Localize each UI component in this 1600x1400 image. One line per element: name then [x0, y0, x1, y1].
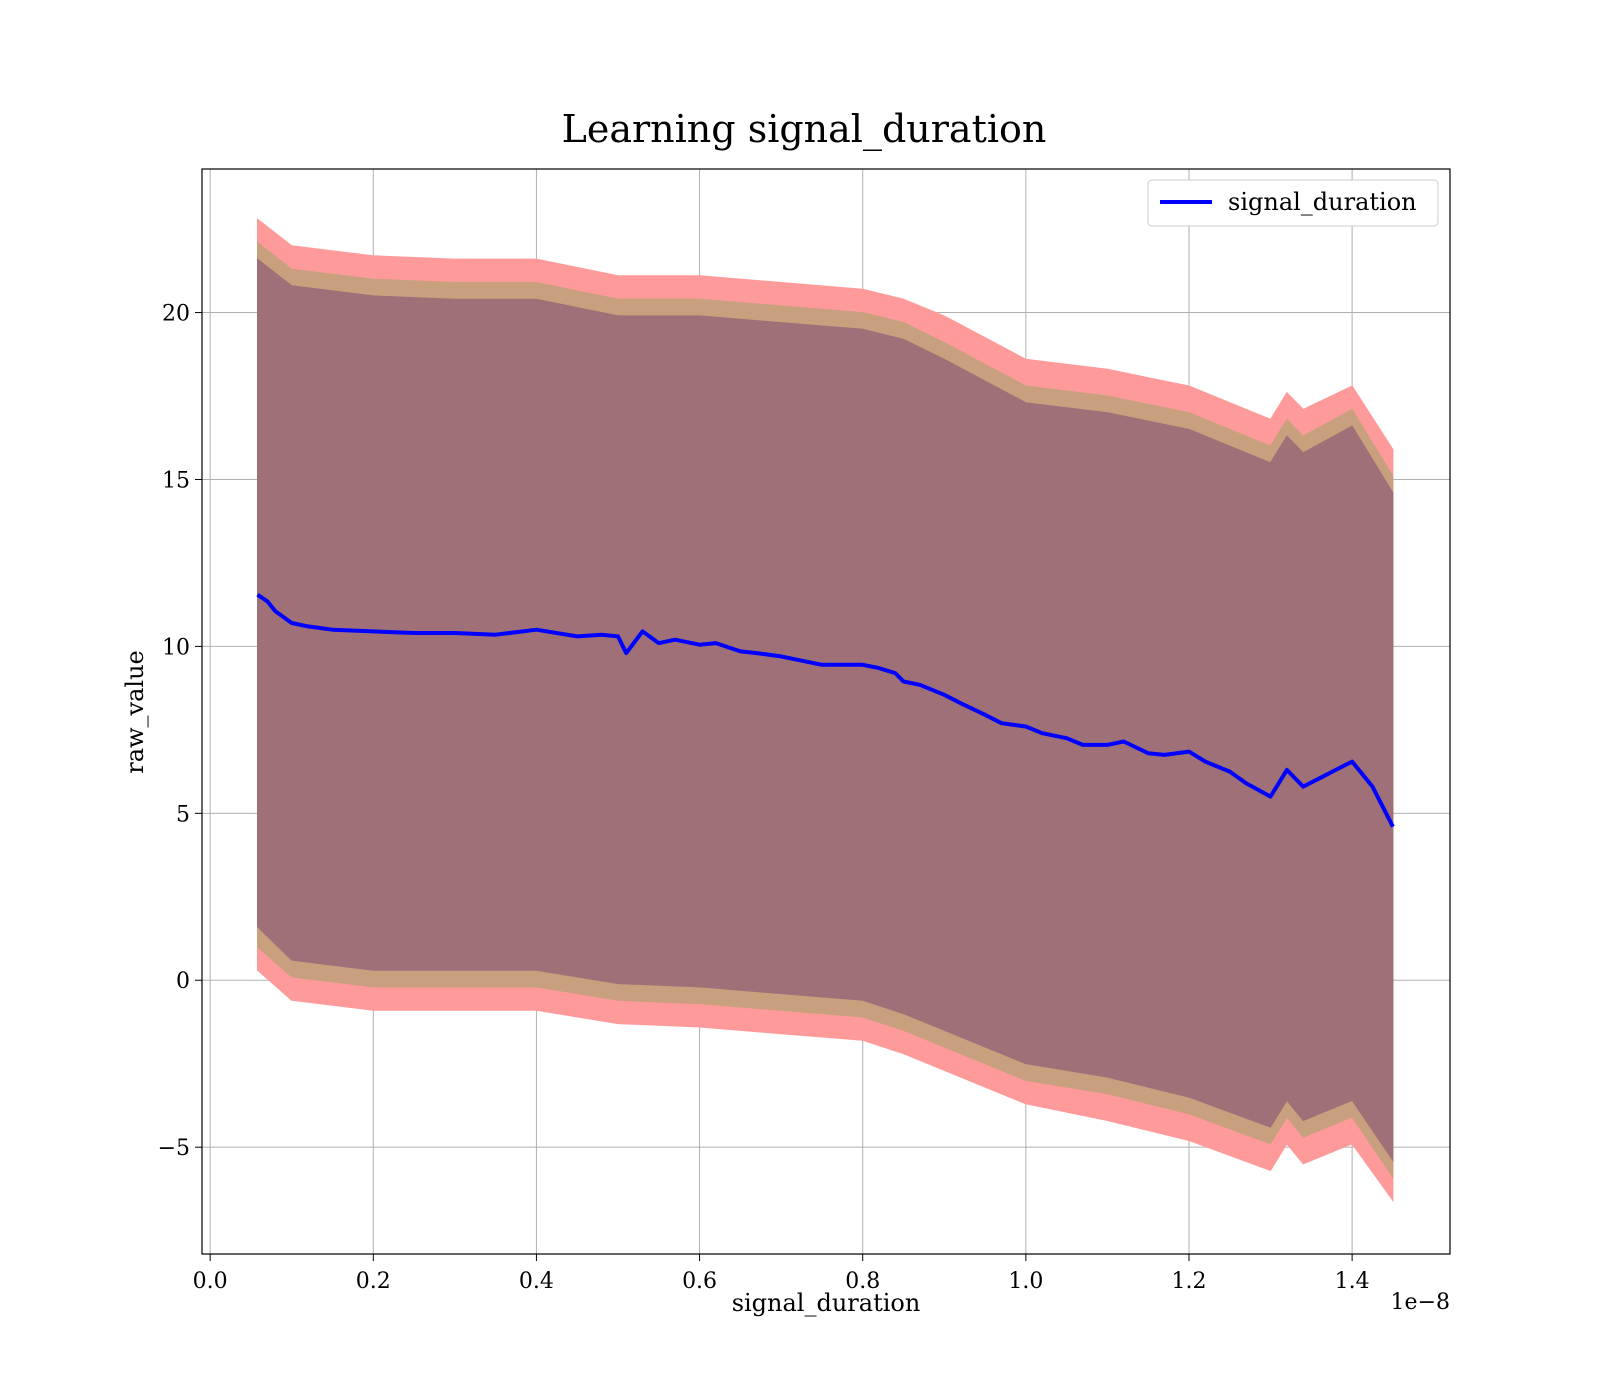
y-axis-label: raw_value: [121, 650, 149, 774]
x-axis-offset-label: 1e−8: [1391, 1290, 1450, 1315]
x-tick-label: 0.2: [356, 1269, 391, 1294]
confidence-bands: [257, 218, 1394, 1203]
y-tick-label: 0: [176, 969, 190, 994]
x-tick-label: 1.4: [1335, 1269, 1370, 1294]
series-lines: [256, 593, 1395, 828]
x-tick-label: 0.6: [682, 1269, 717, 1294]
x-tick-label: 0.4: [519, 1269, 554, 1294]
x-tick-label: 1.2: [1171, 1269, 1206, 1294]
y-tick-label: 20: [162, 302, 190, 327]
x-tick-label: 0.0: [193, 1269, 228, 1294]
x-axis-label: signal_duration: [732, 1289, 921, 1317]
y-tick-label: −5: [158, 1136, 190, 1161]
legend: signal_duration: [1147, 179, 1439, 227]
y-axis-ticks: −5 0 5 10 15 20: [158, 302, 202, 1161]
legend-box: [1147, 179, 1439, 227]
band-inner: [257, 258, 1394, 1163]
y-tick-label: 10: [162, 635, 190, 660]
x-axis-ticks: 0.0 0.2 0.4 0.6 0.8 1.0 1.2 1.4: [193, 1254, 1370, 1294]
plot-frame: [201, 168, 1451, 1255]
chart-title: Learning signal_duration: [562, 107, 1047, 152]
x-tick-label: 1.0: [1008, 1269, 1043, 1294]
series-line-signal_duration: [256, 593, 1395, 828]
legend-entry-label: signal_duration: [1228, 188, 1417, 216]
y-tick-label: 15: [162, 468, 190, 493]
y-tick-label: 5: [176, 802, 190, 827]
x-tick-label: 0.8: [845, 1269, 880, 1294]
